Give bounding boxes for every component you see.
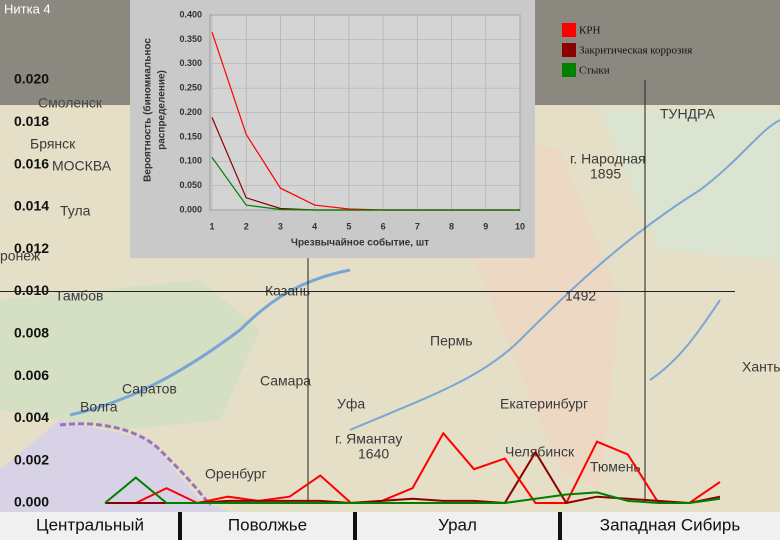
border-area	[0, 420, 230, 512]
map-label: Челябинск	[505, 444, 575, 460]
y-tick-label: 0.012	[14, 240, 49, 256]
legend-label: КРН	[579, 25, 600, 37]
legend-swatch	[562, 43, 576, 57]
y-tick-label: 0.100	[179, 156, 202, 166]
y-axis-label: Вероятность (биномиальнос	[142, 38, 154, 182]
urals	[380, 110, 620, 490]
river	[69, 268, 351, 417]
map-label: ТУНДРА	[660, 106, 715, 122]
map-label: Уфа	[337, 396, 365, 412]
series-line	[104, 476, 721, 504]
map-label: 1492	[565, 288, 596, 304]
main-chart: 0.000 0.002 0.004 0.006 0.008 0.010 0.012 0.014…	[0, 71, 735, 510]
map-label: МОСКВА	[52, 158, 112, 174]
y-tick-label: 0.000	[14, 494, 49, 510]
map-label: Тула	[60, 203, 91, 219]
y-tick-label: 0.002	[14, 451, 49, 467]
legend-label: Закритическая коррозия	[579, 45, 692, 57]
x-tick-label: 1	[209, 221, 214, 231]
map-label: Волга	[80, 399, 118, 415]
x-tick-label: 6	[381, 221, 386, 231]
y-tick-label: 0.008	[14, 325, 49, 341]
x-tick-label: 5	[346, 221, 351, 231]
map-label: г. Народная	[570, 151, 646, 167]
y-tick-label: 0.010	[14, 282, 49, 298]
y-tick-label: 0.018	[14, 113, 49, 129]
x-tick-label: 10	[515, 221, 525, 231]
y-tick-label: 0.016	[14, 155, 49, 171]
y-tick-label: 0.200	[179, 107, 202, 117]
y-axis-label: распределение)	[157, 70, 168, 150]
x-tick-label: 9	[483, 221, 488, 231]
map-label: Брянск	[30, 136, 76, 152]
map-label: Казань	[265, 283, 310, 299]
region-label: Западная Сибирь	[600, 515, 741, 534]
y-tick-label: 0.300	[179, 58, 202, 68]
x-tick-label: 2	[244, 221, 249, 231]
series-line	[105, 431, 721, 505]
y-tick-label: 0.000	[179, 204, 202, 214]
y-tick-label: 0.014	[14, 198, 49, 214]
y-tick-label: 0.350	[179, 34, 202, 44]
region-label: Центральный	[36, 515, 144, 534]
region-separator	[178, 512, 182, 540]
lowland	[0, 280, 260, 430]
river	[349, 119, 780, 431]
legend-label: Стыки	[579, 65, 610, 77]
legend-swatch	[562, 63, 576, 77]
y-tick-label: 0.400	[179, 9, 202, 19]
map-label: Саратов	[122, 381, 177, 397]
x-axis-label: Чрезвычайное событие, шт	[291, 237, 429, 249]
map-label: Самара	[260, 373, 311, 389]
y-tick-label: 0.006	[14, 367, 49, 383]
y-tick-label: 0.004	[14, 409, 49, 425]
map-label: 1640	[358, 446, 389, 462]
region-separator	[558, 512, 562, 540]
map-label: г. Ямантау	[335, 431, 402, 447]
x-tick-label: 4	[312, 221, 317, 231]
map-label: Пермь	[430, 333, 473, 349]
map-label: Тюмень	[590, 459, 641, 475]
river	[649, 299, 721, 381]
series-line	[211, 157, 520, 211]
legend-swatch	[562, 23, 576, 37]
map-label: Тамбов	[55, 288, 103, 304]
y-tick-label: 0.020	[14, 71, 49, 87]
region-bar	[0, 512, 780, 540]
y-tick-label: 0.150	[179, 131, 202, 141]
region-separator	[353, 512, 357, 540]
window-title: Нитка 4	[4, 1, 51, 16]
map-label: Оренбург	[205, 466, 267, 482]
map-label: 1895	[590, 166, 621, 182]
y-tick-label: 0.050	[179, 180, 202, 190]
x-tick-label: 7	[415, 221, 420, 231]
regions: Центральный Поволжье Урал Западная Сибирь	[36, 512, 740, 540]
map-label: Екатеринбург	[500, 396, 588, 412]
map-label: ронеж	[0, 248, 41, 264]
region-label: Поволжье	[228, 515, 307, 534]
inset-chart: 0.000 0.050 0.100 0.150 0.200 0.250 0.300 0.350…	[130, 0, 535, 258]
x-tick-label: 8	[449, 221, 454, 231]
border	[59, 422, 212, 506]
region-label: Урал	[438, 515, 477, 534]
map-label: Ханты-	[742, 359, 780, 375]
legend: КРН Закритическая коррозия Стыки	[562, 23, 692, 77]
x-tick-label: 3	[278, 221, 283, 231]
y-tick-label: 0.250	[179, 83, 202, 93]
